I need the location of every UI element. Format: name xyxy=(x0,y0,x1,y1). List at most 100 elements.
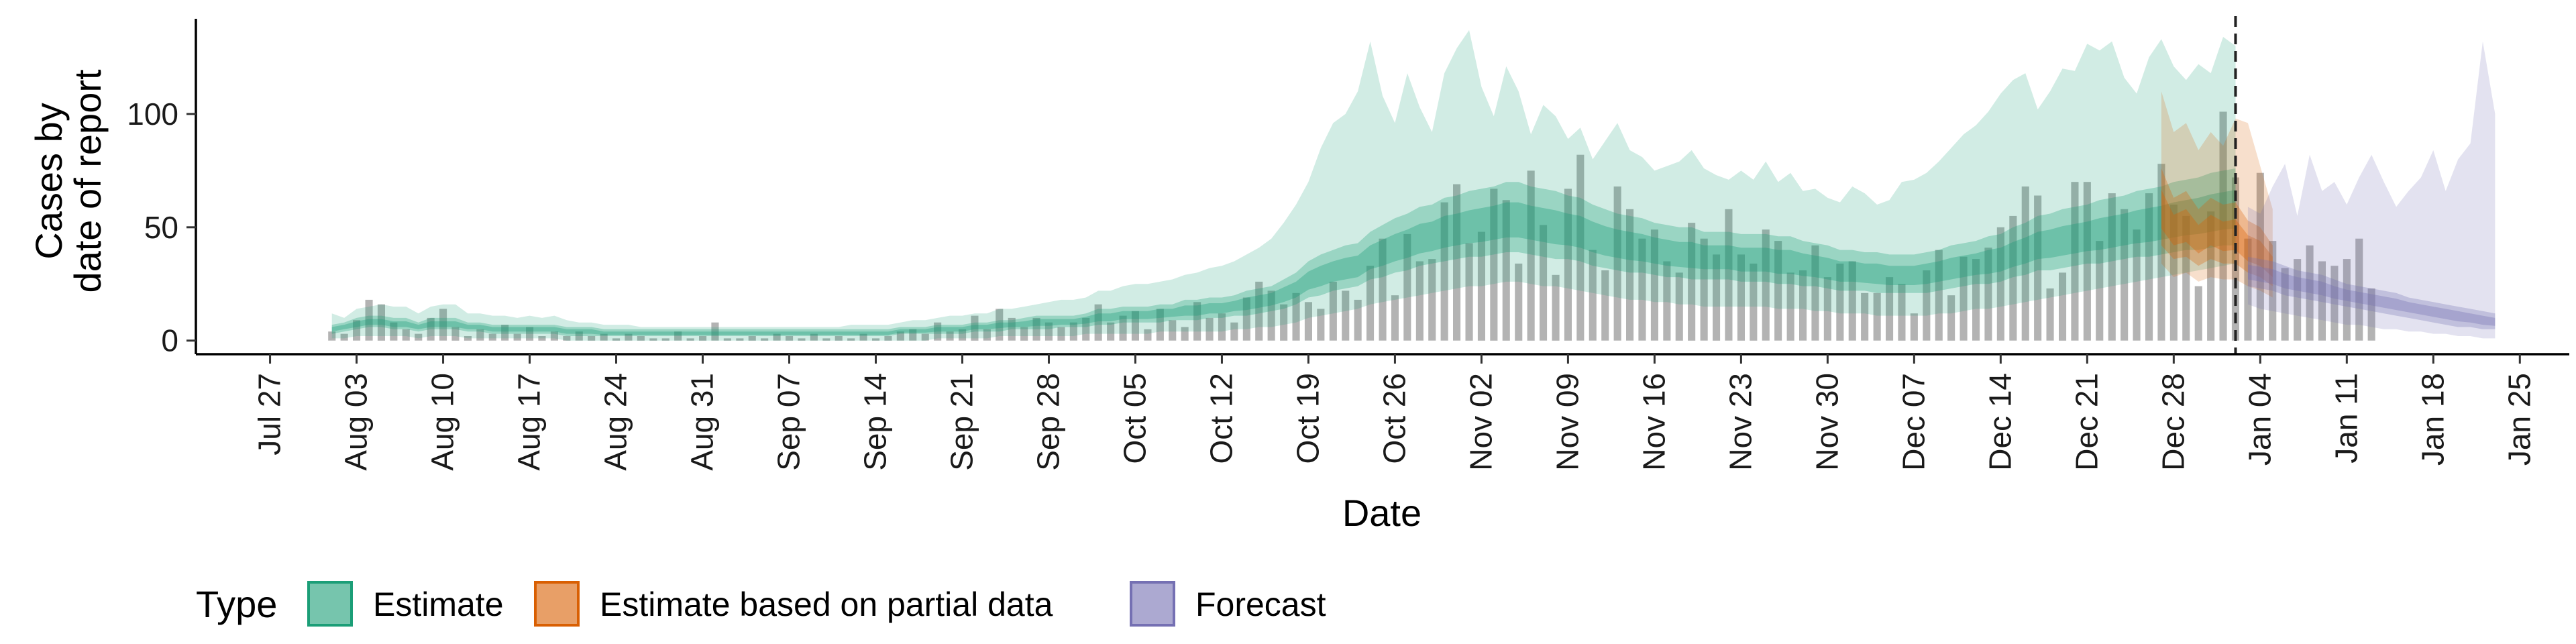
bar xyxy=(2034,195,2042,341)
bar xyxy=(1181,327,1189,341)
bar xyxy=(996,309,1004,341)
bar xyxy=(1515,263,1523,341)
bar xyxy=(2046,288,2054,341)
bar xyxy=(1960,256,1968,341)
bar xyxy=(1230,322,1238,341)
bar xyxy=(2367,288,2375,341)
bar xyxy=(761,338,769,341)
bar xyxy=(1601,270,1609,341)
x-tick-label: Oct 12 xyxy=(1203,373,1238,464)
bar xyxy=(859,333,867,341)
bar xyxy=(1415,261,1424,341)
bar xyxy=(1280,304,1288,341)
bar xyxy=(526,327,534,341)
x-tick-label: Nov 02 xyxy=(1463,373,1498,471)
bar xyxy=(1650,229,1658,341)
bar xyxy=(2244,238,2252,341)
bar xyxy=(2207,211,2215,341)
bar xyxy=(1131,311,1139,341)
bar xyxy=(1465,243,1473,341)
bar xyxy=(2269,241,2277,341)
bar xyxy=(1613,186,1621,341)
bar xyxy=(1193,302,1201,341)
x-tick-label: Nov 16 xyxy=(1636,373,1671,471)
bar xyxy=(1910,313,1918,341)
y-ticks: 0 50 100 xyxy=(127,97,196,358)
bar xyxy=(353,320,361,341)
bar xyxy=(1502,200,1510,341)
bar xyxy=(1688,223,1696,341)
bar xyxy=(1379,238,1387,341)
bar xyxy=(1935,250,1943,341)
bar xyxy=(1576,154,1585,341)
x-tick-label: Oct 05 xyxy=(1118,373,1152,464)
legend: Type Estimate Estimate based on partial d… xyxy=(196,581,1326,627)
legend-key-swatch xyxy=(307,581,353,627)
y-tick-label: 100 xyxy=(127,97,178,131)
bar xyxy=(1267,290,1275,341)
bar xyxy=(748,336,756,341)
bar xyxy=(1205,317,1214,341)
bar xyxy=(600,333,608,341)
bar xyxy=(501,325,509,341)
legend-item-label: Estimate xyxy=(373,586,504,623)
y-axis-title: Cases by date of report xyxy=(28,69,109,293)
bar xyxy=(1861,292,1869,341)
bar xyxy=(946,331,954,341)
x-tick-label: Aug 31 xyxy=(685,373,720,471)
bar xyxy=(340,333,348,341)
bar xyxy=(1713,254,1721,341)
bar xyxy=(1848,261,1856,341)
x-tick-label: Aug 03 xyxy=(339,373,374,471)
x-tick-label: Dec 07 xyxy=(1896,373,1931,471)
x-tick-label: Jan 18 xyxy=(2415,373,2450,466)
forecast-mid-band xyxy=(2247,256,2496,329)
bar xyxy=(2343,259,2351,341)
bar xyxy=(1057,327,1065,341)
bar xyxy=(1317,309,1325,341)
bar xyxy=(1638,238,1646,341)
bar xyxy=(575,331,583,341)
bands-layer xyxy=(331,30,2496,341)
bar xyxy=(1144,329,1152,341)
bar xyxy=(2306,245,2314,341)
bar xyxy=(1996,227,2004,341)
bar xyxy=(1242,297,1250,341)
bar xyxy=(1675,272,1683,341)
bar xyxy=(1873,292,1881,341)
bar xyxy=(1342,290,1350,341)
bar xyxy=(1836,263,1844,341)
bar xyxy=(2021,186,2029,341)
bar xyxy=(2145,193,2153,341)
x-tick-label: Sep 14 xyxy=(858,373,893,471)
bar xyxy=(2330,266,2339,341)
x-tick-label: Sep 21 xyxy=(945,373,979,471)
x-ticks: Jul 27 Aug 03 Aug 10 Aug 17 Aug 24 Aug 31 Sep … xyxy=(252,354,2536,471)
bar xyxy=(2071,182,2079,341)
bar xyxy=(1329,281,1337,341)
bar xyxy=(1725,209,1733,341)
bar xyxy=(959,329,967,341)
bar xyxy=(711,322,719,341)
plot-area xyxy=(328,16,2496,354)
bar xyxy=(2096,241,2104,341)
bar xyxy=(847,338,855,341)
y-axis-title-line-2: date of report xyxy=(66,69,109,293)
x-tick-label: Aug 10 xyxy=(425,373,460,471)
bar xyxy=(488,333,496,341)
bar xyxy=(810,333,818,341)
bar xyxy=(1552,274,1560,341)
x-tick-label: Dec 14 xyxy=(1982,373,2017,471)
bar xyxy=(1008,317,1016,341)
bar xyxy=(1750,263,1758,341)
bar xyxy=(723,338,731,341)
bar xyxy=(2281,268,2289,341)
bar xyxy=(1119,315,1127,341)
bar xyxy=(921,333,929,341)
bar xyxy=(415,333,423,341)
x-tick-label: Aug 24 xyxy=(598,373,633,471)
estimate-based-on-partial-data-outer-band xyxy=(2161,91,2273,298)
estimate-mid-band xyxy=(331,168,2236,336)
bar xyxy=(1786,272,1794,341)
bar xyxy=(1044,322,1053,341)
